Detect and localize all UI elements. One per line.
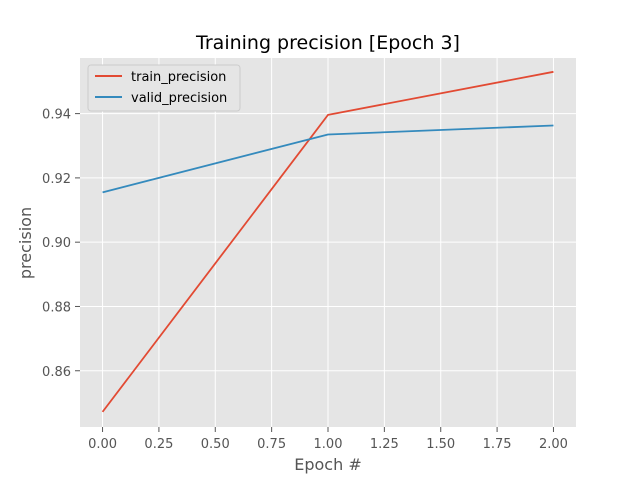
y-axis-label: precision bbox=[16, 207, 35, 279]
x-tick-label: 1.50 bbox=[426, 437, 455, 452]
series-line-valid-precision bbox=[102, 124, 554, 194]
y-axis-ticks: 0.86 0.88 0.90 0.92 0.94 bbox=[42, 108, 80, 380]
x-tick-label: 1.25 bbox=[370, 437, 399, 452]
x-tick-label: 0.75 bbox=[257, 437, 286, 452]
x-axis-ticks: 0.00 0.25 0.50 0.75 1.00 1.25 1.50 1.75 2.00 bbox=[88, 427, 568, 452]
x-tick-label: 1.00 bbox=[314, 437, 343, 452]
series-lines bbox=[101, 70, 554, 413]
y-tick-label: 0.92 bbox=[42, 172, 71, 187]
x-tick-label: 1.75 bbox=[483, 437, 512, 452]
y-tick-label: 0.94 bbox=[42, 108, 71, 123]
y-tick-label: 0.86 bbox=[42, 365, 71, 380]
series-line-train-precision bbox=[101, 70, 554, 413]
legend: train_precision valid_precision bbox=[87, 64, 241, 112]
y-tick-label: 0.90 bbox=[42, 236, 71, 251]
x-tick-label: 2.00 bbox=[539, 437, 568, 452]
x-tick-label: 0.50 bbox=[201, 437, 230, 452]
legend-label-train-precision: train_precision bbox=[131, 70, 226, 85]
x-tick-label: 0.00 bbox=[88, 437, 117, 452]
legend-label-valid-precision: valid_precision bbox=[131, 91, 227, 106]
legend-box bbox=[87, 64, 241, 112]
chart-title: Training precision [Epoch 3] bbox=[195, 32, 460, 54]
grid-lines bbox=[80, 58, 576, 427]
y-tick-label: 0.88 bbox=[42, 300, 71, 315]
x-axis-label: Epoch # bbox=[294, 455, 361, 474]
x-tick-label: 0.25 bbox=[144, 437, 173, 452]
